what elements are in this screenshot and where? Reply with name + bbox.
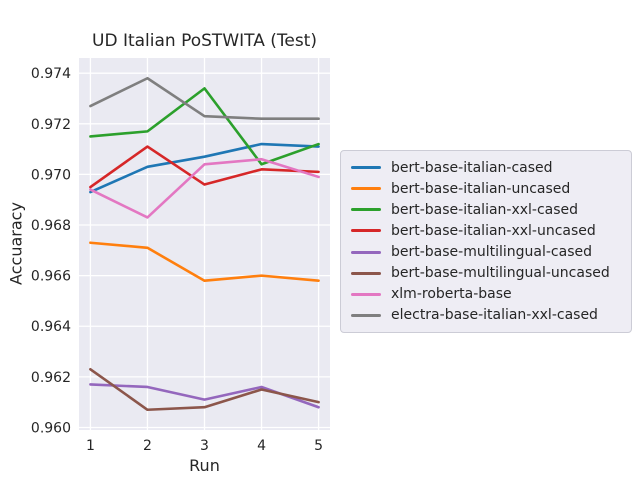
legend-label: bert-base-italian-xxl-uncased [391,222,596,239]
legend-label: bert-base-multilingual-uncased [391,265,610,282]
legend-label: xlm-roberta-base [391,286,512,303]
legend-label: bert-base-italian-xxl-cased [391,201,579,218]
legend-entry-bert-base-italian-cased: bert-base-italian-cased [351,157,621,178]
legend-line-swatch [351,313,381,317]
y-tick-label: 0.964 [31,319,71,335]
x-tick-label: 1 [86,438,95,454]
legend-line-swatch [351,229,381,233]
series-line-bert-base-italian-cased [89,142,320,194]
legend-entry-electra-base-italian-xxl-cased: electra-base-italian-xxl-cased [351,305,621,326]
legend-entry-bert-base-multilingual-uncased: bert-base-multilingual-uncased [351,263,621,284]
legend-entry-xlm-roberta-base: xlm-roberta-base [351,284,621,305]
series-line-xlm-roberta-base [89,157,320,219]
x-axis-label: Run [189,456,220,475]
legend-label: bert-base-italian-uncased [391,180,571,197]
legend-label: bert-base-multilingual-cased [391,244,593,261]
legend: bert-base-italian-cased bert-base-italian… [340,150,632,333]
legend-entry-bert-base-multilingual-cased: bert-base-multilingual-cased [351,242,621,263]
legend-entry-bert-base-italian-uncased: bert-base-italian-uncased [351,178,621,199]
legend-line-swatch [351,166,381,170]
y-tick-label: 0.962 [31,370,71,386]
y-tick-label: 0.972 [31,117,71,133]
y-tick-label: 0.960 [31,420,71,436]
y-tick-label: 0.970 [31,167,71,183]
x-tick-label: 3 [200,438,209,454]
series-line-bert-base-italian-xxl-cased [89,87,320,166]
series-line-bert-base-italian-uncased [89,241,320,282]
x-tick-label: 4 [257,438,266,454]
y-tick-label: 0.966 [31,269,71,285]
legend-line-swatch [351,187,381,191]
legend-line-swatch [351,250,381,254]
chart-title: UD Italian PoSTWITA (Test) [92,31,317,51]
series-line-electra-base-italian-xxl-cased [89,76,320,121]
y-axis-label: Accuaracy [6,202,26,285]
legend-line-swatch [351,292,381,296]
y-tick-label: 0.968 [31,218,71,234]
legend-line-swatch [351,271,381,275]
legend-entry-bert-base-italian-xxl-uncased: bert-base-italian-xxl-uncased [351,220,621,241]
legend-label: electra-base-italian-xxl-cased [391,307,598,324]
x-tick-label: 5 [314,438,323,454]
series-line-bert-base-multilingual-uncased [89,367,320,412]
legend-label: bert-base-italian-cased [391,159,553,176]
legend-entry-bert-base-italian-xxl-cased: bert-base-italian-xxl-cased [351,199,621,220]
x-tick-label: 2 [143,438,152,454]
legend-line-swatch [351,208,381,212]
y-tick-label: 0.974 [31,66,71,82]
series-line-bert-base-italian-xxl-uncased [89,145,320,189]
